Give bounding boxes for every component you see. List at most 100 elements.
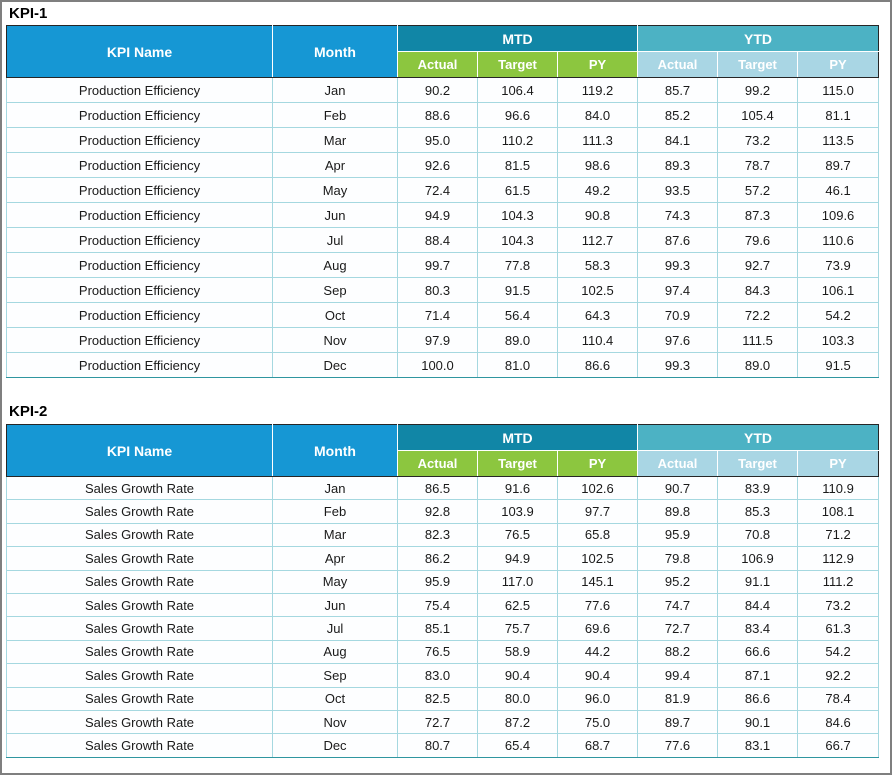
mtd-actual-cell: 88.4 [397, 227, 478, 253]
ytd-actual-cell: 89.7 [637, 709, 719, 735]
mtd-target-cell: 81.5 [477, 152, 558, 178]
ytd-target-cell: 106.9 [717, 546, 799, 571]
ytd-actual-cell: 90.7 [637, 475, 719, 501]
mtd-target-cell: 81.0 [477, 352, 558, 378]
table-row: Sales Growth Rate Apr 86.2 94.9 102.5 79.8 106… [6, 546, 880, 571]
ytd-actual-cell: 84.1 [637, 127, 719, 153]
ytd-py-header: PY [797, 51, 880, 78]
table-row: Sales Growth Rate May 95.9 117.0 145.1 95.2 91… [6, 569, 880, 594]
table-row: Production Efficiency Feb 88.6 96.6 84.0 85.2… [6, 102, 880, 128]
mtd-actual-cell: 86.2 [397, 546, 478, 571]
ytd-actual-cell: 97.4 [637, 277, 719, 303]
kpi-2-table: KPI Name Month MTD YTD Actual Target PY … [6, 424, 880, 758]
table-row: Sales Growth Rate Jul 85.1 75.7 69.6 72.7 83.4… [6, 616, 880, 641]
mtd-actual-cell: 82.5 [397, 686, 478, 711]
month-cell: Oct [272, 686, 398, 711]
mtd-actual-cell: 72.7 [397, 709, 478, 735]
mtd-py-cell: 49.2 [556, 177, 639, 203]
ytd-target-cell: 83.9 [717, 475, 799, 501]
ytd-target-cell: 78.7 [717, 152, 799, 178]
ytd-group-header: YTD [637, 424, 880, 451]
ytd-target-cell: 84.3 [717, 277, 799, 303]
mtd-py-cell: 90.4 [556, 663, 639, 688]
ytd-py-cell: 54.2 [797, 302, 880, 328]
ytd-py-cell: 110.9 [797, 475, 880, 501]
mtd-py-cell: 68.7 [556, 733, 639, 758]
ytd-target-cell: 72.2 [717, 302, 799, 328]
ytd-target-cell: 73.2 [717, 127, 799, 153]
month-cell: Apr [272, 546, 398, 571]
table-row: Production Efficiency Sep 80.3 91.5 102.5 97.… [6, 277, 880, 303]
kpi-name-cell: Sales Growth Rate [6, 499, 273, 524]
kpi-name-cell: Production Efficiency [6, 302, 273, 328]
table-row: Sales Growth Rate Dec 80.7 65.4 68.7 77.6 83.1… [6, 733, 880, 758]
mtd-target-cell: 87.2 [477, 709, 558, 735]
month-cell: Mar [272, 522, 398, 548]
kpi-name-cell: Sales Growth Rate [6, 616, 273, 641]
ytd-target-cell: 87.3 [717, 202, 799, 228]
ytd-target-cell: 91.1 [717, 569, 799, 594]
ytd-py-cell: 91.5 [797, 352, 880, 378]
mtd-actual-cell: 88.6 [397, 102, 478, 128]
table-row: Production Efficiency Oct 71.4 56.4 64.3 70.9… [6, 302, 880, 328]
ytd-actual-cell: 95.9 [637, 522, 719, 548]
table-row: Production Efficiency Nov 97.9 89.0 110.4 97.… [6, 327, 880, 353]
ytd-actual-cell: 99.3 [637, 352, 719, 378]
mtd-actual-cell: 82.3 [397, 522, 478, 548]
mtd-target-cell: 65.4 [477, 733, 558, 758]
mtd-actual-cell: 92.6 [397, 152, 478, 178]
kpi-name-cell: Production Efficiency [6, 252, 273, 278]
ytd-py-cell: 71.2 [797, 522, 880, 548]
ytd-target-cell: 66.6 [717, 639, 799, 665]
ytd-actual-cell: 74.7 [637, 592, 719, 618]
month-cell: Nov [272, 327, 398, 353]
ytd-target-cell: 85.3 [717, 499, 799, 524]
mtd-actual-cell: 95.0 [397, 127, 478, 153]
month-cell: Dec [272, 733, 398, 758]
mtd-target-cell: 56.4 [477, 302, 558, 328]
ytd-py-cell: 109.6 [797, 202, 880, 228]
table-row: Sales Growth Rate Jun 75.4 62.5 77.6 74.7 84.4… [6, 592, 880, 618]
mtd-py-cell: 44.2 [556, 639, 639, 665]
ytd-actual-cell: 81.9 [637, 686, 719, 711]
table-row: Production Efficiency Dec 100.0 81.0 86.6 99.… [6, 352, 880, 378]
month-cell: Feb [272, 102, 398, 128]
month-cell: Oct [272, 302, 398, 328]
ytd-target-cell: 83.1 [717, 733, 799, 758]
mtd-py-cell: 97.7 [556, 499, 639, 524]
mtd-target-cell: 61.5 [477, 177, 558, 203]
kpi-name-cell: Production Efficiency [6, 277, 273, 303]
mtd-actual-cell: 90.2 [397, 77, 478, 103]
mtd-py-cell: 96.0 [556, 686, 639, 711]
kpi-name-cell: Sales Growth Rate [6, 709, 273, 735]
kpi-1-title: KPI-1 [9, 5, 48, 22]
kpi-name-cell: Sales Growth Rate [6, 592, 273, 618]
mtd-actual-cell: 75.4 [397, 592, 478, 618]
mtd-py-cell: 77.6 [556, 592, 639, 618]
month-cell: Jan [272, 77, 398, 103]
table-row: Production Efficiency Jan 90.2 106.4 119.2 85… [6, 77, 880, 103]
mtd-target-cell: 89.0 [477, 327, 558, 353]
kpi-name-header: KPI Name [6, 424, 273, 477]
ytd-py-cell: 73.2 [797, 592, 880, 618]
kpi-name-cell: Production Efficiency [6, 202, 273, 228]
ytd-actual-cell: 99.3 [637, 252, 719, 278]
mtd-actual-header: Actual [397, 51, 478, 78]
ytd-target-cell: 105.4 [717, 102, 799, 128]
mtd-py-cell: 119.2 [556, 77, 639, 103]
ytd-actual-cell: 74.3 [637, 202, 719, 228]
month-cell: Jan [272, 475, 398, 501]
ytd-target-cell: 99.2 [717, 77, 799, 103]
table-row: Sales Growth Rate Nov 72.7 87.2 75.0 89.7 90.1… [6, 709, 880, 735]
mtd-py-cell: 112.7 [556, 227, 639, 253]
ytd-py-cell: 113.5 [797, 127, 880, 153]
ytd-target-header: Target [717, 51, 799, 78]
mtd-py-cell: 110.4 [556, 327, 639, 353]
kpi-name-cell: Production Efficiency [6, 227, 273, 253]
ytd-py-cell: 115.0 [797, 77, 880, 103]
month-cell: Aug [272, 639, 398, 665]
table-row: Sales Growth Rate Oct 82.5 80.0 96.0 81.9 86.6… [6, 686, 880, 711]
month-cell: Sep [272, 663, 398, 688]
month-cell: Jul [272, 616, 398, 641]
mtd-py-cell: 111.3 [556, 127, 639, 153]
